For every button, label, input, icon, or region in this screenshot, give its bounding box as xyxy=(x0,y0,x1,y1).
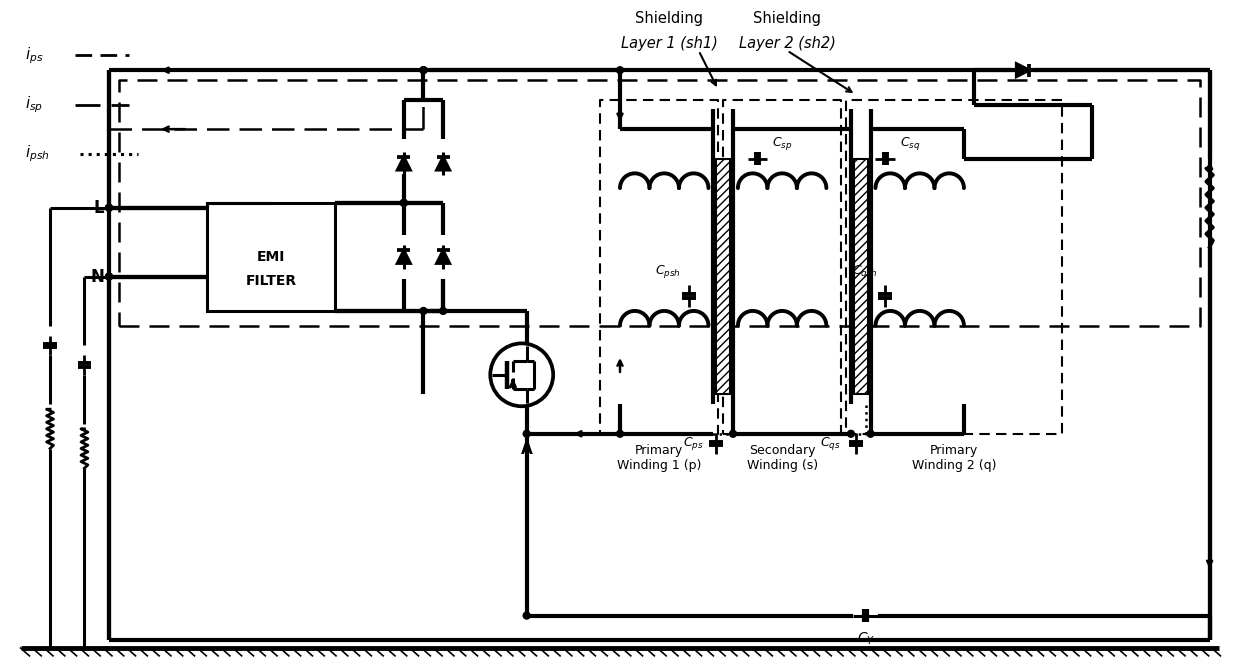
Circle shape xyxy=(616,430,624,437)
Text: Shielding: Shielding xyxy=(635,11,703,26)
Text: $C_{sp}$: $C_{sp}$ xyxy=(773,136,792,152)
Text: Secondary
Winding (s): Secondary Winding (s) xyxy=(746,444,817,472)
Circle shape xyxy=(440,307,446,315)
Circle shape xyxy=(105,204,113,211)
Polygon shape xyxy=(436,157,450,170)
Polygon shape xyxy=(397,250,410,264)
Text: $C_{psh}$: $C_{psh}$ xyxy=(655,263,681,280)
Text: Layer 1 (sh1): Layer 1 (sh1) xyxy=(621,36,718,51)
Polygon shape xyxy=(436,250,450,264)
Circle shape xyxy=(105,204,113,211)
Text: Layer 2 (sh2): Layer 2 (sh2) xyxy=(739,36,836,51)
Circle shape xyxy=(105,273,113,280)
Circle shape xyxy=(401,199,407,206)
Bar xyxy=(207,203,335,311)
Circle shape xyxy=(420,66,427,74)
Circle shape xyxy=(523,612,529,619)
Text: $C_Y$: $C_Y$ xyxy=(857,630,874,647)
Text: $i_{sp}$: $i_{sp}$ xyxy=(26,94,43,115)
Circle shape xyxy=(867,430,874,437)
Circle shape xyxy=(420,307,427,315)
Text: N: N xyxy=(91,268,104,286)
Text: $C_{qs}$: $C_{qs}$ xyxy=(821,435,841,452)
Text: Primary
Winding 1 (p): Primary Winding 1 (p) xyxy=(618,444,702,472)
Circle shape xyxy=(523,430,529,437)
Circle shape xyxy=(847,430,854,437)
Circle shape xyxy=(420,66,427,74)
Text: $i_{psh}$: $i_{psh}$ xyxy=(26,144,50,164)
Text: $C_{ps}$: $C_{ps}$ xyxy=(683,435,703,452)
Text: L: L xyxy=(93,199,104,217)
Text: EMI: EMI xyxy=(257,250,285,264)
Circle shape xyxy=(616,66,624,74)
Text: A: A xyxy=(521,442,532,457)
Bar xyxy=(717,158,730,395)
Polygon shape xyxy=(397,157,410,170)
Text: FILTER: FILTER xyxy=(246,274,296,289)
Text: $C_{qsh}$: $C_{qsh}$ xyxy=(852,263,878,280)
Text: Shielding: Shielding xyxy=(753,11,821,26)
Circle shape xyxy=(729,430,737,437)
Polygon shape xyxy=(1017,64,1029,76)
Circle shape xyxy=(105,273,113,280)
Text: $C_{sq}$: $C_{sq}$ xyxy=(900,136,920,152)
Text: Primary
Winding 2 (q): Primary Winding 2 (q) xyxy=(911,444,997,472)
Bar xyxy=(854,158,868,395)
Text: $i_{ps}$: $i_{ps}$ xyxy=(26,45,43,66)
Circle shape xyxy=(401,199,407,206)
